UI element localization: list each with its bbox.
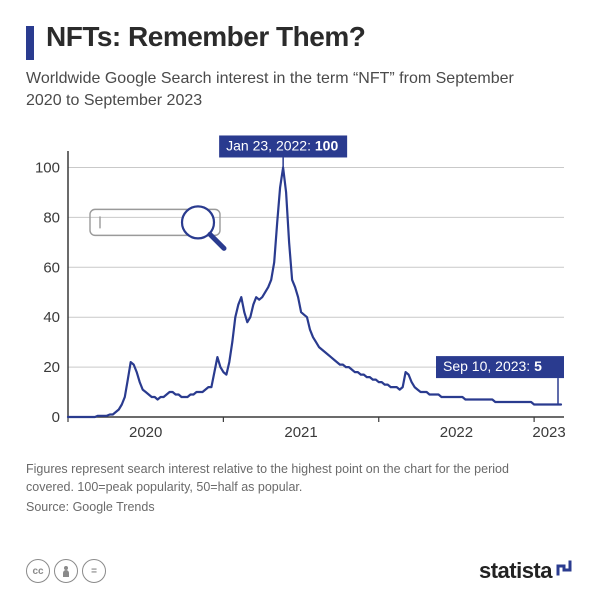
svg-text:Jan 23, 2022: 100: Jan 23, 2022: 100 — [226, 138, 338, 154]
footnote: Figures represent search interest relati… — [26, 461, 546, 496]
chart-svg: 0 20 40 60 80 100 2020 2021 2022 2023 Jan 23, 2022… — [26, 125, 574, 445]
line-chart: 0 20 40 60 80 100 2020 2021 2022 2023 Jan 23, 2022… — [26, 125, 574, 445]
svg-text:2023: 2023 — [532, 424, 565, 441]
brand-text: statista — [479, 558, 552, 584]
accent-bar — [26, 26, 34, 60]
cc-badge-cc: cc — [26, 559, 50, 583]
svg-text:Sep 10, 2023: 5: Sep 10, 2023: 5 — [443, 358, 542, 374]
title-block: NFTs: Remember Them? — [26, 22, 574, 60]
svg-text:40: 40 — [43, 309, 60, 326]
brand-logo: statista — [479, 558, 574, 584]
svg-text:2020: 2020 — [129, 424, 162, 441]
infographic-container: NFTs: Remember Them? Worldwide Google Se… — [0, 0, 600, 600]
footer-bar: cc = statista — [26, 558, 574, 584]
cc-badge-nd: = — [82, 559, 106, 583]
cc-icons: cc = — [26, 559, 106, 583]
svg-text:80: 80 — [43, 210, 60, 227]
page-title: NFTs: Remember Them? — [46, 22, 365, 53]
svg-text:20: 20 — [43, 359, 60, 376]
source-line: Source: Google Trends — [26, 500, 574, 514]
source-value: Google Trends — [73, 500, 155, 514]
cc-badge-by — [54, 559, 78, 583]
page-subtitle: Worldwide Google Search interest in the … — [26, 68, 546, 111]
svg-text:60: 60 — [43, 259, 60, 276]
source-label: Source: — [26, 500, 69, 514]
svg-text:2022: 2022 — [440, 424, 473, 441]
svg-text:2021: 2021 — [284, 424, 317, 441]
svg-text:0: 0 — [52, 409, 60, 426]
svg-text:100: 100 — [35, 160, 60, 177]
brand-mark — [554, 558, 574, 584]
